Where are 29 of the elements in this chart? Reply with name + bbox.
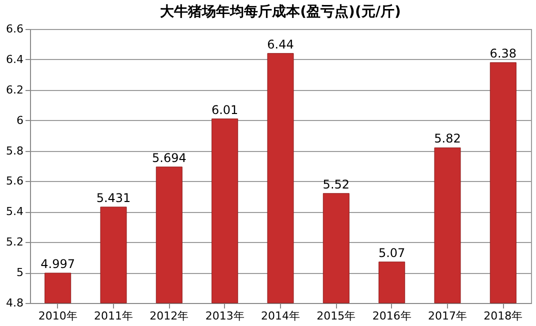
- data-label: 5.52: [322, 177, 350, 192]
- x-tick-label: 2015年: [316, 310, 356, 322]
- data-label: 5.431: [96, 190, 131, 205]
- x-tick-label: 2014年: [261, 310, 300, 322]
- x-tick-label: 2011年: [94, 310, 133, 322]
- data-label: 6.38: [490, 46, 517, 60]
- y-tick-label: 6.4: [6, 52, 24, 66]
- y-tick-label: 5.8: [6, 144, 24, 158]
- x-tick-label: 2016年: [372, 310, 412, 322]
- x-tick-label: 2017年: [428, 310, 467, 322]
- data-label: 4.997: [40, 257, 76, 272]
- y-tick-label: 6.2: [6, 83, 24, 96]
- y-tick-label: 5.2: [6, 236, 24, 249]
- x-tick-label: 2018年: [484, 310, 523, 322]
- y-tick-label: 5: [16, 266, 24, 280]
- chart-title: 大牛猪场年均每斤成本(盈亏点)(元/斤): [160, 3, 401, 20]
- data-label: 5.07: [378, 246, 406, 260]
- x-tick-label: 2013年: [205, 310, 244, 322]
- y-tick-label: 4.8: [6, 296, 24, 310]
- data-label: 5.694: [152, 150, 186, 165]
- y-tick-label: 5.4: [6, 205, 24, 218]
- x-tick-label: 2012年: [150, 310, 189, 322]
- data-label: 5.82: [434, 132, 461, 146]
- y-tick-label: 6: [16, 114, 24, 127]
- data-label: 6.44: [267, 37, 294, 52]
- x-tick-label: 2010年: [38, 310, 78, 322]
- y-tick-label: 5.6: [6, 174, 24, 188]
- y-tick-label: 6.6: [6, 22, 24, 36]
- data-label: 6.01: [211, 102, 238, 117]
